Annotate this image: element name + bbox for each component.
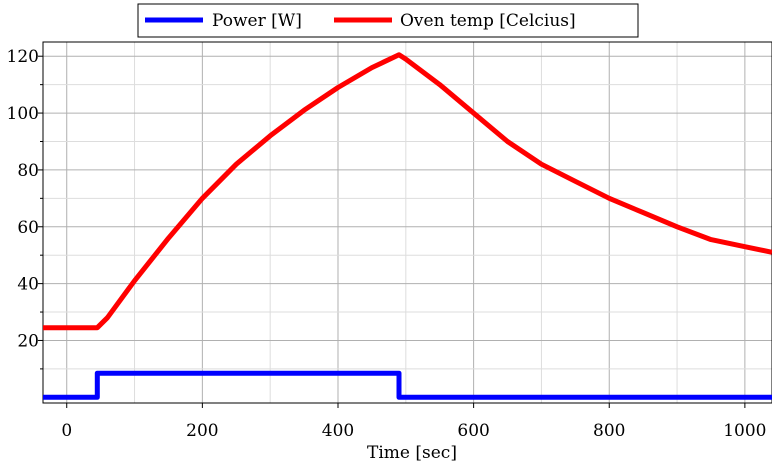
series-line-oven-temp-celcius <box>43 52 772 331</box>
series <box>43 52 772 400</box>
y-tick-label: 100 <box>7 104 39 124</box>
legend: Power [W] Oven temp [Celcius] <box>137 3 639 38</box>
y-tick-label: 60 <box>17 218 39 238</box>
legend-label: Power [W] <box>212 11 302 31</box>
x-tick-label: 200 <box>186 421 218 441</box>
x-tick-label: 800 <box>593 421 625 441</box>
grid <box>43 42 772 403</box>
x-tick-label: 600 <box>457 421 489 441</box>
x-tick-label: 1000 <box>723 421 766 441</box>
x-tick-label: 400 <box>322 421 354 441</box>
y-tick-label: 120 <box>7 47 39 67</box>
legend-label: Oven temp [Celcius] <box>400 11 576 31</box>
x-tick-label: 0 <box>61 421 72 441</box>
axes: 20 40 60 80 100 120 0 200 400 600 800 1000 <box>7 42 767 441</box>
series-line-power-w <box>43 370 772 400</box>
y-tick-label: 20 <box>17 331 39 351</box>
y-tick-label: 40 <box>17 275 39 295</box>
x-axis-title: Time [sec] <box>367 443 457 463</box>
y-tick-label: 80 <box>17 161 39 181</box>
